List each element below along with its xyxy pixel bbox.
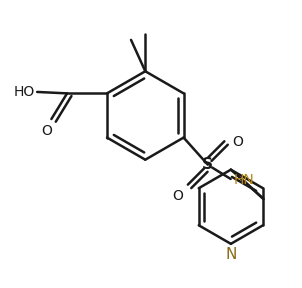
Text: O: O [233,135,243,149]
Text: S: S [202,157,213,172]
Text: O: O [41,124,52,138]
Text: HN: HN [233,173,254,187]
Text: N: N [225,247,236,262]
Text: O: O [172,190,183,204]
Text: HO: HO [14,85,35,99]
